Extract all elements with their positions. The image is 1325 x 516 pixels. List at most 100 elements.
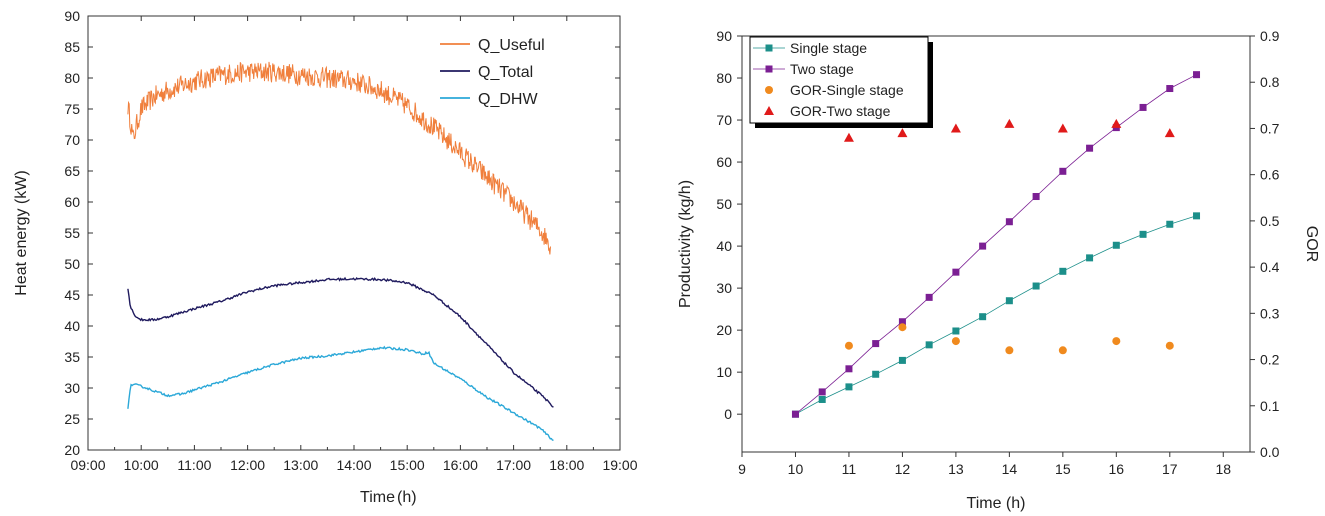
x-axis-label: Time (h) bbox=[967, 495, 1026, 512]
legend-label-GOR-Single stage: GOR-Single stage bbox=[790, 82, 904, 98]
x-tick-label: 17:00 bbox=[496, 457, 531, 473]
y-tick-label: 20 bbox=[64, 442, 80, 458]
series-line-Q_Useful bbox=[127, 61, 551, 255]
x-tick-label: 14:00 bbox=[336, 457, 371, 473]
data-point-Two stage bbox=[1086, 144, 1094, 152]
y-tick-label: 55 bbox=[64, 225, 80, 241]
y-tick-label: 50 bbox=[716, 196, 732, 212]
y2-tick-label: 0.2 bbox=[1260, 352, 1280, 368]
plot-frame bbox=[741, 35, 1251, 453]
y-tick-label: 0 bbox=[724, 406, 732, 422]
y2-tick-label: 0.3 bbox=[1260, 305, 1280, 321]
data-point-Single stage bbox=[845, 383, 853, 391]
y2-tick-label: 0.9 bbox=[1260, 28, 1280, 44]
legend-label-GOR-Two stage: GOR-Two stage bbox=[790, 103, 891, 119]
x-tick-label: 18:00 bbox=[549, 457, 584, 473]
data-point-Two stage bbox=[1032, 193, 1040, 201]
data-point-GOR-Single stage bbox=[1165, 341, 1174, 350]
data-point-Two stage bbox=[898, 318, 906, 326]
data-point-GOR-Two stage bbox=[950, 123, 961, 133]
data-point-Single stage bbox=[1032, 282, 1040, 290]
y2-tick-label: 0.4 bbox=[1260, 259, 1280, 275]
y-tick-label: 20 bbox=[716, 322, 732, 338]
data-point-GOR-Two stage bbox=[897, 128, 908, 138]
data-point-Two stage bbox=[1193, 71, 1201, 79]
y-tick-label: 45 bbox=[64, 287, 80, 303]
y-tick-label: 75 bbox=[64, 101, 80, 117]
y2-tick-label: 0.5 bbox=[1260, 213, 1280, 229]
x-axis-unit-label: (h) bbox=[397, 489, 417, 506]
data-point-Two stage bbox=[818, 388, 826, 396]
data-point-GOR-Single stage bbox=[844, 341, 853, 350]
x-tick-label: 09:00 bbox=[70, 457, 105, 473]
series-line-Single stage bbox=[795, 215, 1197, 415]
y2-tick-label: 0.6 bbox=[1260, 167, 1280, 183]
data-point-GOR-Two stage bbox=[843, 132, 854, 142]
data-point-Two stage bbox=[845, 365, 853, 373]
data-point-GOR-Single stage bbox=[951, 337, 960, 346]
data-point-Single stage bbox=[925, 341, 933, 349]
x-tick-label: 9 bbox=[738, 461, 746, 477]
y-tick-label: 60 bbox=[64, 194, 80, 210]
data-point-Single stage bbox=[1166, 220, 1174, 228]
y2-tick-label: 0.1 bbox=[1260, 398, 1280, 414]
y-tick-label: 40 bbox=[64, 318, 80, 334]
y-tick-label: 30 bbox=[64, 380, 80, 396]
x-tick-label: 15:00 bbox=[390, 457, 425, 473]
data-point-Single stage bbox=[898, 356, 906, 364]
data-point-Single stage bbox=[1005, 297, 1013, 305]
data-point-Single stage bbox=[1193, 212, 1201, 220]
data-point-GOR-Two stage bbox=[1164, 128, 1175, 138]
legend-label-Q_DHW: Q_DHW bbox=[478, 91, 538, 108]
x-tick-label: 15 bbox=[1055, 461, 1071, 477]
data-point-Single stage bbox=[952, 327, 960, 335]
x-tick-label: 17 bbox=[1162, 461, 1178, 477]
y-tick-label: 35 bbox=[64, 349, 80, 365]
y-tick-label: 80 bbox=[64, 70, 80, 86]
data-point-GOR-Single stage bbox=[765, 86, 773, 94]
legend-box bbox=[749, 36, 929, 124]
legend-label-Two stage: Two stage bbox=[790, 61, 854, 77]
data-point-GOR-Single stage bbox=[1005, 346, 1014, 355]
x-tick-label: 13 bbox=[948, 461, 964, 477]
series-line-Two stage bbox=[795, 74, 1197, 415]
y-tick-label: 90 bbox=[64, 8, 80, 24]
x-tick-label: 10 bbox=[788, 461, 804, 477]
series-line-Q_DHW bbox=[127, 345, 554, 441]
data-point-GOR-Two stage bbox=[1004, 118, 1015, 128]
y-tick-label: 70 bbox=[716, 112, 732, 128]
data-point-Single stage bbox=[765, 44, 773, 52]
data-point-Two stage bbox=[1166, 85, 1174, 93]
data-point-Single stage bbox=[818, 395, 826, 403]
data-point-Two stage bbox=[872, 340, 880, 348]
data-point-Two stage bbox=[1005, 218, 1013, 226]
data-point-Single stage bbox=[1086, 254, 1094, 262]
data-point-Two stage bbox=[791, 410, 799, 418]
data-point-Two stage bbox=[925, 293, 933, 301]
heat-energy-chart: 20 25 30 35 40 45 50 55 60 65 70 75 80 85 90 09:00 10:00… bbox=[13, 8, 638, 506]
x-tick-label: 18 bbox=[1215, 461, 1231, 477]
legend-label-Single stage: Single stage bbox=[790, 40, 867, 56]
data-point-Two stage bbox=[952, 268, 960, 276]
x-tick-label: 10:00 bbox=[124, 457, 159, 473]
y2-axis-label: GOR bbox=[1303, 226, 1320, 262]
data-point-Single stage bbox=[1112, 241, 1120, 249]
y2-tick-label: 0.0 bbox=[1260, 444, 1280, 460]
y-tick-label: 90 bbox=[716, 28, 732, 44]
legend-label-Q_Useful: Q_Useful bbox=[478, 37, 545, 54]
y-axis-label: Heat energy (kW) bbox=[13, 170, 30, 295]
x-tick-label: 16:00 bbox=[443, 457, 478, 473]
legend-label-Q_Total: Q_Total bbox=[478, 64, 533, 81]
data-point-GOR-Single stage bbox=[898, 323, 907, 332]
y-tick-label: 25 bbox=[64, 411, 80, 427]
productivity-gor-chart: 0 10 20 30 40 50 60 70 80 90 0.0 0.1 0.2 0.3 0.4 0.5 0.6… bbox=[677, 28, 1320, 512]
x-tick-label: 16 bbox=[1109, 461, 1125, 477]
data-point-GOR-Single stage bbox=[1058, 346, 1067, 355]
y-tick-label: 40 bbox=[716, 238, 732, 254]
y-axis-label: Productivity (kg/h) bbox=[677, 180, 694, 308]
y-tick-label: 80 bbox=[716, 70, 732, 86]
x-tick-label: 19:00 bbox=[602, 457, 637, 473]
x-axis-label: Time bbox=[360, 489, 395, 506]
y2-tick-label: 0.7 bbox=[1260, 120, 1280, 136]
